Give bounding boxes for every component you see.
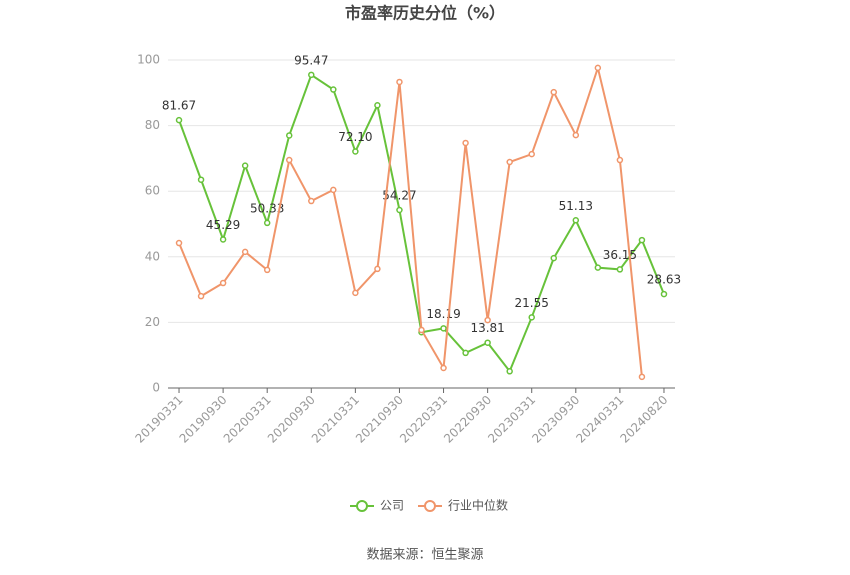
point [572,217,580,224]
point [616,266,624,273]
data-label: 50.33 [250,201,284,215]
y-tick-label: 20 [145,315,160,329]
point [219,236,227,243]
point [440,325,447,332]
point [638,236,646,244]
x-tick-label: 20240820 [617,393,670,446]
legend-marker [356,500,368,512]
source-note: 数据来源：恒生聚源 [366,548,483,563]
point [660,290,668,298]
point [484,316,491,324]
point [616,156,624,164]
point [374,265,381,273]
point [418,326,425,334]
data-label: 72.10 [338,130,372,144]
y-tick-label: 0 [152,381,160,395]
y-tick-label: 60 [145,184,160,198]
point [308,197,315,205]
chart-title: 市盈率历史分位（%） [345,4,505,23]
point [506,158,513,166]
point [374,102,381,109]
point [352,148,359,155]
point [219,279,227,287]
legend-marker [424,500,436,512]
point [330,86,337,93]
legend-label: 行业中位数 [448,498,508,513]
data-label: 95.47 [294,53,328,67]
y-tick-label: 100 [137,53,160,67]
point [285,132,293,139]
data-label: 51.13 [559,199,593,213]
point [175,239,183,247]
data-label: 36.15 [603,248,637,262]
point [352,289,359,297]
point [462,139,469,147]
point [285,156,293,164]
point [528,150,535,158]
data-label: 45.29 [206,218,240,232]
data-label: 54.27 [382,188,416,202]
data-label: 28.63 [647,273,681,287]
point [241,248,249,256]
point [308,71,315,79]
legend-label: 公司 [380,499,404,513]
y-tick-label: 40 [145,249,160,263]
point [594,64,602,72]
y-tick-label: 80 [145,118,160,132]
point [550,254,558,262]
point [506,368,513,375]
point [594,264,602,271]
point [528,314,535,321]
point [263,219,271,227]
point [396,78,403,86]
point [572,131,580,139]
point [550,88,558,96]
point [440,364,447,372]
point [241,162,249,169]
point [396,206,403,214]
point [638,373,646,381]
point [263,266,271,274]
point [175,116,183,124]
data-label: 21.55 [515,296,549,310]
series-line [178,64,643,377]
point [462,349,469,357]
data-label: 18.19 [426,307,460,321]
data-label: 81.67 [162,99,196,113]
point [484,339,491,346]
point [330,186,337,194]
point [197,176,205,183]
data-label: 13.81 [470,321,504,335]
point [197,292,205,300]
